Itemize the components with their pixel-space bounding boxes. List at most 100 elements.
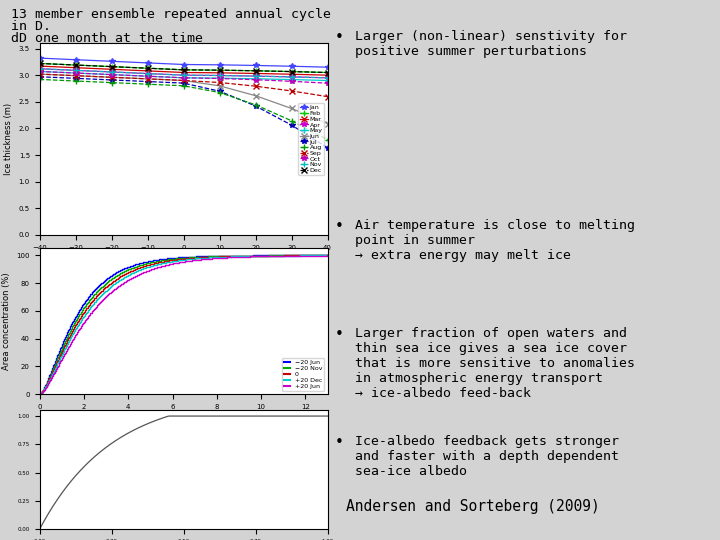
Jan bbox=[107, 58, 116, 65]
Aug bbox=[323, 137, 332, 143]
Dec bbox=[287, 69, 296, 75]
Feb bbox=[287, 69, 296, 75]
May bbox=[107, 71, 116, 78]
Feb bbox=[71, 62, 80, 68]
Line: Dec: Dec bbox=[37, 60, 330, 75]
Jan bbox=[287, 63, 296, 70]
Nov bbox=[323, 75, 332, 81]
−20 Jun bbox=[172, 254, 181, 261]
Aug bbox=[107, 79, 116, 86]
Jul bbox=[251, 103, 260, 109]
Oct bbox=[323, 80, 332, 86]
Nov bbox=[35, 65, 44, 72]
Mar bbox=[215, 70, 224, 76]
Aug bbox=[251, 102, 260, 108]
Mar bbox=[35, 63, 44, 69]
0 bbox=[172, 256, 181, 263]
+20 Dec bbox=[323, 252, 332, 259]
−20 Nov bbox=[207, 253, 215, 260]
Jun bbox=[179, 77, 188, 84]
Line: Sep: Sep bbox=[37, 71, 330, 99]
Mar bbox=[323, 72, 332, 78]
+20 Dec bbox=[207, 254, 215, 261]
Sep bbox=[35, 71, 44, 77]
Feb bbox=[143, 65, 152, 71]
Apr bbox=[35, 65, 44, 72]
Line: Feb: Feb bbox=[37, 60, 330, 75]
−20 Jun bbox=[323, 252, 332, 259]
Line: Oct: Oct bbox=[37, 69, 330, 86]
Text: •: • bbox=[335, 435, 343, 450]
−20 Nov bbox=[191, 254, 199, 260]
−20 Nov bbox=[316, 252, 325, 259]
−20 Nov bbox=[35, 391, 44, 397]
Jan bbox=[323, 64, 332, 70]
Text: •: • bbox=[335, 327, 343, 342]
Sep bbox=[71, 72, 80, 79]
Apr bbox=[215, 72, 224, 79]
May bbox=[323, 77, 332, 84]
Oct bbox=[179, 75, 188, 81]
Jun bbox=[215, 83, 224, 89]
Jan bbox=[35, 55, 44, 62]
+20 Jun bbox=[316, 252, 325, 259]
Jun bbox=[35, 71, 44, 77]
Mar bbox=[71, 64, 80, 71]
Aug bbox=[215, 89, 224, 96]
+20 Dec bbox=[316, 252, 325, 259]
Aug bbox=[71, 78, 80, 84]
Line: Jun: Jun bbox=[37, 71, 330, 126]
+20 Dec bbox=[174, 257, 182, 264]
Nov bbox=[287, 73, 296, 80]
Sep bbox=[215, 79, 224, 86]
Text: •: • bbox=[335, 219, 343, 234]
+20 Jun bbox=[172, 260, 181, 266]
Sep bbox=[107, 74, 116, 80]
0 bbox=[323, 252, 332, 259]
Text: dD one month at the time: dD one month at the time bbox=[11, 32, 203, 45]
May bbox=[179, 75, 188, 81]
Dec bbox=[143, 65, 152, 71]
Mar bbox=[179, 69, 188, 76]
0 bbox=[316, 252, 325, 259]
May bbox=[143, 73, 152, 79]
0 bbox=[271, 252, 280, 259]
−20 Jun bbox=[191, 253, 199, 260]
−20 Jun bbox=[174, 254, 182, 261]
Dec bbox=[35, 60, 44, 66]
May bbox=[251, 76, 260, 82]
Line: +20 Jun: +20 Jun bbox=[40, 255, 328, 394]
Y-axis label: Area concentration (%): Area concentration (%) bbox=[2, 273, 11, 370]
X-axis label: Δ C (W/m2): Δ C (W/m2) bbox=[160, 256, 207, 265]
−20 Jun bbox=[271, 252, 280, 259]
Text: Larger (non-linear) senstivity for
positive summer perturbations: Larger (non-linear) senstivity for posit… bbox=[355, 30, 627, 58]
Oct bbox=[287, 78, 296, 85]
Aug bbox=[35, 76, 44, 83]
Jul bbox=[107, 77, 116, 83]
0 bbox=[174, 256, 182, 262]
Jan bbox=[143, 59, 152, 66]
Sep bbox=[143, 76, 152, 82]
+20 Jun bbox=[35, 391, 44, 397]
Dec bbox=[251, 68, 260, 74]
Jun bbox=[143, 76, 152, 82]
Oct bbox=[143, 73, 152, 79]
Jul bbox=[215, 88, 224, 94]
Jul bbox=[287, 122, 296, 129]
+20 Jun bbox=[271, 253, 280, 259]
Legend: −20 Jun, −20 Nov, 0, +20 Dec, +20 Jun: −20 Jun, −20 Nov, 0, +20 Dec, +20 Jun bbox=[282, 358, 325, 391]
Mar bbox=[143, 68, 152, 74]
Oct bbox=[107, 71, 116, 78]
+20 Jun bbox=[191, 257, 199, 264]
Oct bbox=[215, 75, 224, 82]
Line: −20 Nov: −20 Nov bbox=[40, 255, 328, 394]
Apr bbox=[251, 73, 260, 79]
May bbox=[35, 68, 44, 75]
Legend: Jan, Feb, Mar, Apr, May, Jun, Jul, Aug, Sep, Oct, Nov, Dec: Jan, Feb, Mar, Apr, May, Jun, Jul, Aug, … bbox=[298, 103, 325, 175]
Dec bbox=[215, 67, 224, 73]
+20 Dec bbox=[271, 252, 280, 259]
Jul bbox=[179, 80, 188, 86]
Nov bbox=[107, 69, 116, 75]
Apr bbox=[179, 72, 188, 78]
Text: Andersen and Sorteberg (2009): Andersen and Sorteberg (2009) bbox=[346, 500, 599, 515]
